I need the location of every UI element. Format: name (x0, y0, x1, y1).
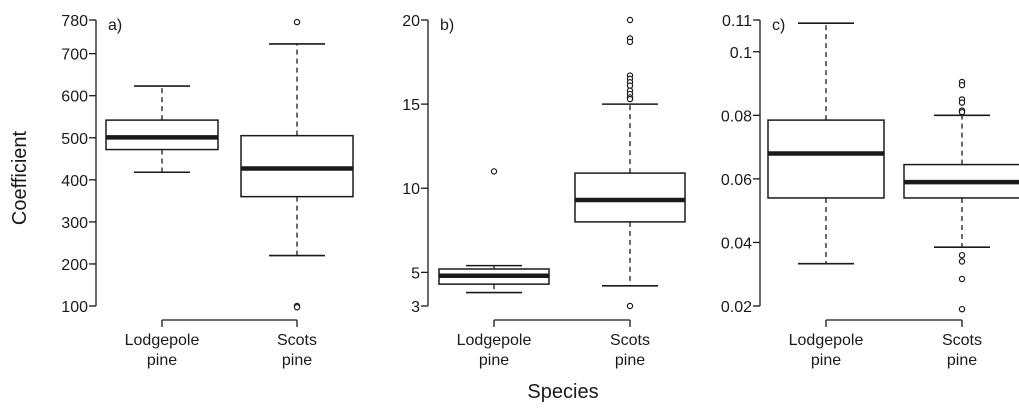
outlier-point (958, 305, 966, 313)
x-tick-label: pine (147, 352, 177, 369)
outlier-point (958, 275, 966, 283)
x-tick-label: Lodgepole (789, 332, 864, 349)
x-axis-label: Species (527, 381, 598, 403)
y-tick-label: 400 (61, 173, 88, 190)
x-tick-label: Lodgepole (457, 332, 532, 349)
y-axis-label: Coefficient (9, 130, 31, 225)
x-tick-label: pine (615, 352, 645, 369)
y-tick-label: 10 (402, 181, 420, 198)
outlier-point (293, 304, 301, 311)
y-tick-label: 100 (61, 299, 88, 316)
y-tick-label: 15 (402, 97, 420, 114)
x-tick-label: pine (947, 352, 977, 369)
outlier-point (958, 99, 966, 106)
panel-label: c) (772, 17, 785, 34)
box-iqr (240, 134, 354, 198)
panel-label: a) (108, 17, 122, 34)
x-tick-label: pine (282, 352, 312, 369)
y-tick-label: 600 (61, 89, 88, 106)
y-tick-label: 0.11 (722, 13, 752, 30)
y-tick-label: 300 (61, 215, 88, 232)
y-tick-label: 0.1 (730, 45, 752, 62)
box-iqr (105, 119, 219, 151)
y-tick-label: 0.08 (721, 108, 752, 125)
outlier-point (626, 38, 634, 46)
outlier-point (626, 95, 634, 103)
x-tick-label: Lodgepole (125, 332, 200, 349)
outlier-point (958, 258, 966, 265)
x-tick-label: pine (479, 352, 509, 369)
y-tick-label: 0.04 (721, 235, 752, 252)
outlier-point (626, 82, 634, 89)
outlier-point (958, 81, 966, 89)
box-iqr (767, 119, 885, 199)
y-tick-label: 20 (402, 13, 420, 30)
y-tick-label: 3 (411, 299, 420, 316)
x-tick-label: Scots (942, 332, 982, 349)
outlier-point (958, 251, 966, 259)
y-tick-label: 780 (61, 13, 88, 30)
outlier-point (626, 16, 634, 24)
y-tick-label: 200 (61, 257, 88, 274)
x-tick-label: pine (811, 352, 841, 369)
outlier-point (490, 168, 498, 175)
outlier-point (293, 18, 301, 26)
box-iqr (574, 172, 686, 223)
y-tick-label: 0.02 (721, 299, 752, 316)
x-tick-label: Scots (277, 332, 317, 349)
outlier-point (958, 108, 966, 116)
x-tick-label: Scots (610, 332, 650, 349)
y-tick-label: 500 (61, 131, 88, 148)
panel-label: b) (440, 17, 454, 34)
outlier-point (626, 302, 634, 310)
y-tick-label: 5 (411, 265, 420, 282)
y-tick-label: 700 (61, 47, 88, 64)
y-tick-label: 0.06 (721, 172, 752, 189)
